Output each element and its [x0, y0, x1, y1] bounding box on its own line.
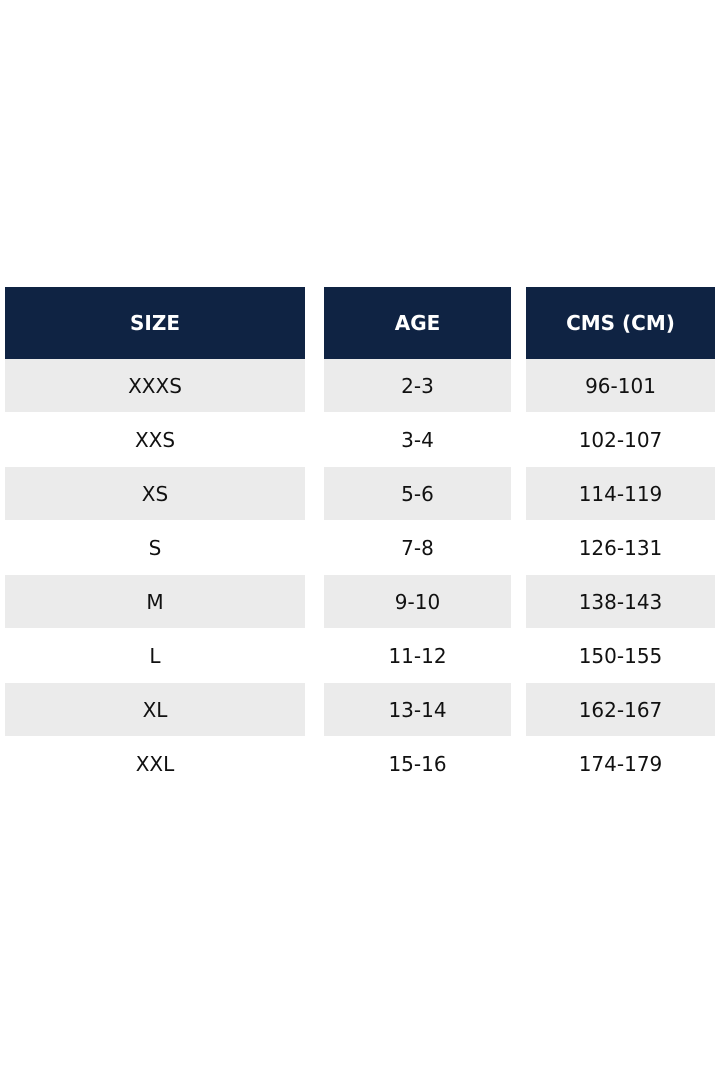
table-cell: 3-4: [401, 427, 434, 452]
table-cell: 15-16: [388, 751, 447, 776]
table-cell: S: [148, 535, 162, 560]
table-cell: XXXS: [5, 359, 305, 412]
table-cell: 9-10: [324, 575, 511, 628]
table-cell: XS: [5, 467, 305, 520]
table-cell: 96-101: [526, 359, 715, 412]
header-cell: CMS (CM): [526, 287, 715, 359]
table-cell: 2-3: [324, 359, 511, 412]
table-cell: 150-155: [578, 643, 663, 668]
table-cell: L: [149, 643, 161, 668]
table-cell: M: [5, 575, 305, 628]
table-cell: 138-143: [526, 575, 715, 628]
table-cell: 5-6: [324, 467, 511, 520]
table-cell: 13-14: [324, 683, 511, 736]
table-cell: 162-167: [526, 683, 715, 736]
table-cell: 102-107: [578, 427, 663, 452]
table-cell: 114-119: [526, 467, 715, 520]
header-cell: SIZE: [5, 287, 305, 359]
table-cell: 126-131: [578, 535, 663, 560]
table-cell: XL: [5, 683, 305, 736]
header-cell: AGE: [324, 287, 511, 359]
table-cell: 11-12: [388, 643, 447, 668]
table-cell: XXL: [135, 751, 175, 776]
table-cell: XXS: [134, 427, 176, 452]
table-cell: 7-8: [401, 535, 434, 560]
table-cell: 174-179: [578, 751, 663, 776]
